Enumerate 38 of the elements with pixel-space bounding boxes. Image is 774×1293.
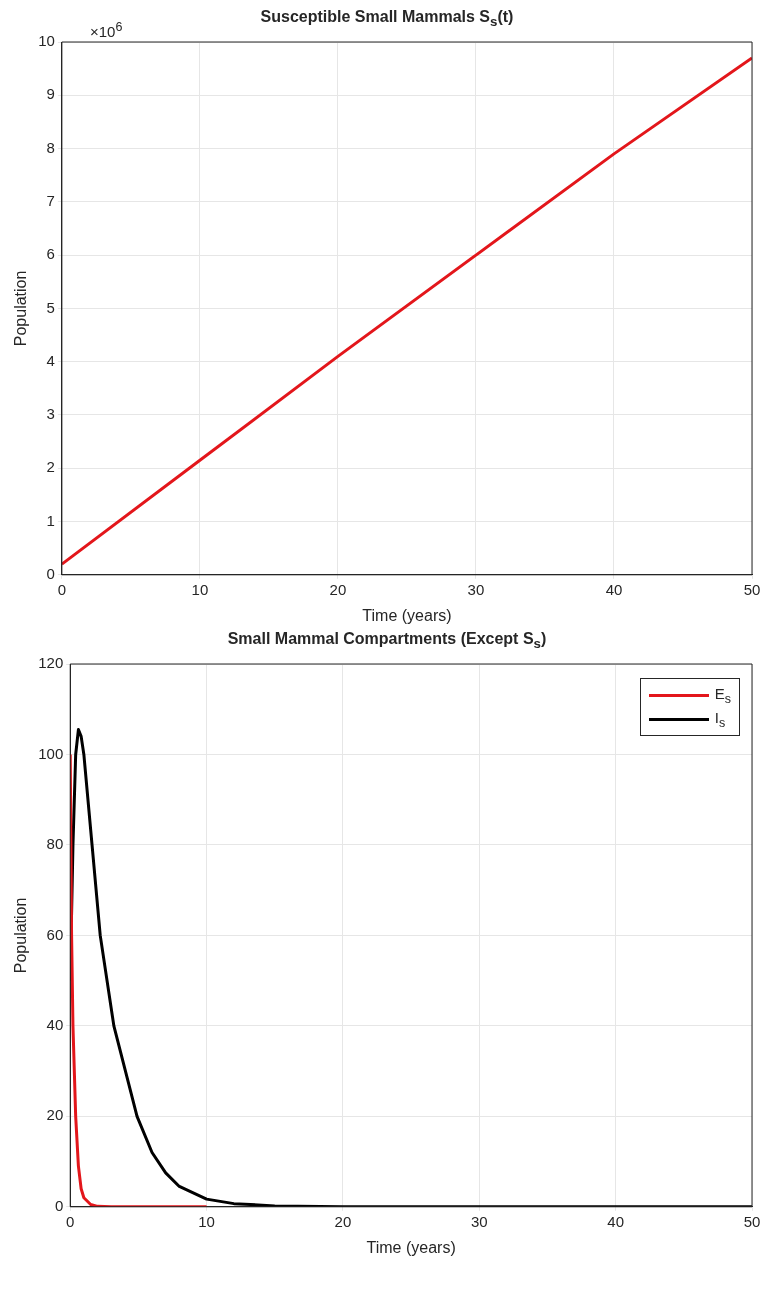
x-tick-label: 40 xyxy=(607,1212,624,1230)
x-tick-label: 10 xyxy=(191,580,209,598)
x-tick-label: 0 xyxy=(66,1212,75,1230)
y-tick-label: 0 xyxy=(46,564,55,582)
x-tick-label: 50 xyxy=(743,580,761,598)
legend-label: E$_{s}$ xyxy=(714,684,731,706)
chart-title: Susceptible Small Mammals S$_{s}$(t) xyxy=(260,8,514,30)
x-tick-label: 50 xyxy=(743,1212,761,1230)
x-tick-label: 30 xyxy=(470,1212,488,1230)
chart-title: Small Mammal Compartments (Except S$_{s}$) xyxy=(226,630,548,652)
y-tick-label: 100 xyxy=(38,744,64,762)
x-tick-label: 30 xyxy=(467,580,485,598)
y-axis-title: Population xyxy=(12,897,30,974)
x-tick-label: 10 xyxy=(198,1212,215,1230)
y-tick-label: 40 xyxy=(46,1016,64,1034)
y-tick-label: 0 xyxy=(54,1196,64,1214)
y-tick-label: 60 xyxy=(46,925,64,943)
y-tick-label: 10 xyxy=(38,32,55,50)
y-tick-label: 3 xyxy=(46,405,55,423)
legend-label: I$_{s}$ xyxy=(714,708,726,730)
y-tick-label: 120 xyxy=(38,654,64,672)
text: ×10$^{6}$ xyxy=(90,20,123,40)
y-tick-label: 20 xyxy=(46,1106,64,1124)
y-tick-label: 6 xyxy=(46,245,55,263)
x-tick-label: 40 xyxy=(605,580,623,598)
y-tick-label: 4 xyxy=(46,351,55,369)
y-tick-label: 8 xyxy=(46,138,55,156)
y-tick-label: 9 xyxy=(46,85,55,103)
y-tick-label: 5 xyxy=(46,298,55,316)
x-axis-title: Time (years) xyxy=(362,606,452,624)
y-tick-label: 80 xyxy=(46,835,64,853)
y-tick-label: 2 xyxy=(46,458,55,476)
x-axis-title: Time (years) xyxy=(366,1238,456,1256)
x-tick-label: 20 xyxy=(334,1212,352,1230)
y-axis-title: Population xyxy=(12,270,30,347)
x-tick-label: 20 xyxy=(329,580,347,598)
y-tick-label: 7 xyxy=(46,191,55,209)
y-tick-label: 1 xyxy=(46,511,55,529)
